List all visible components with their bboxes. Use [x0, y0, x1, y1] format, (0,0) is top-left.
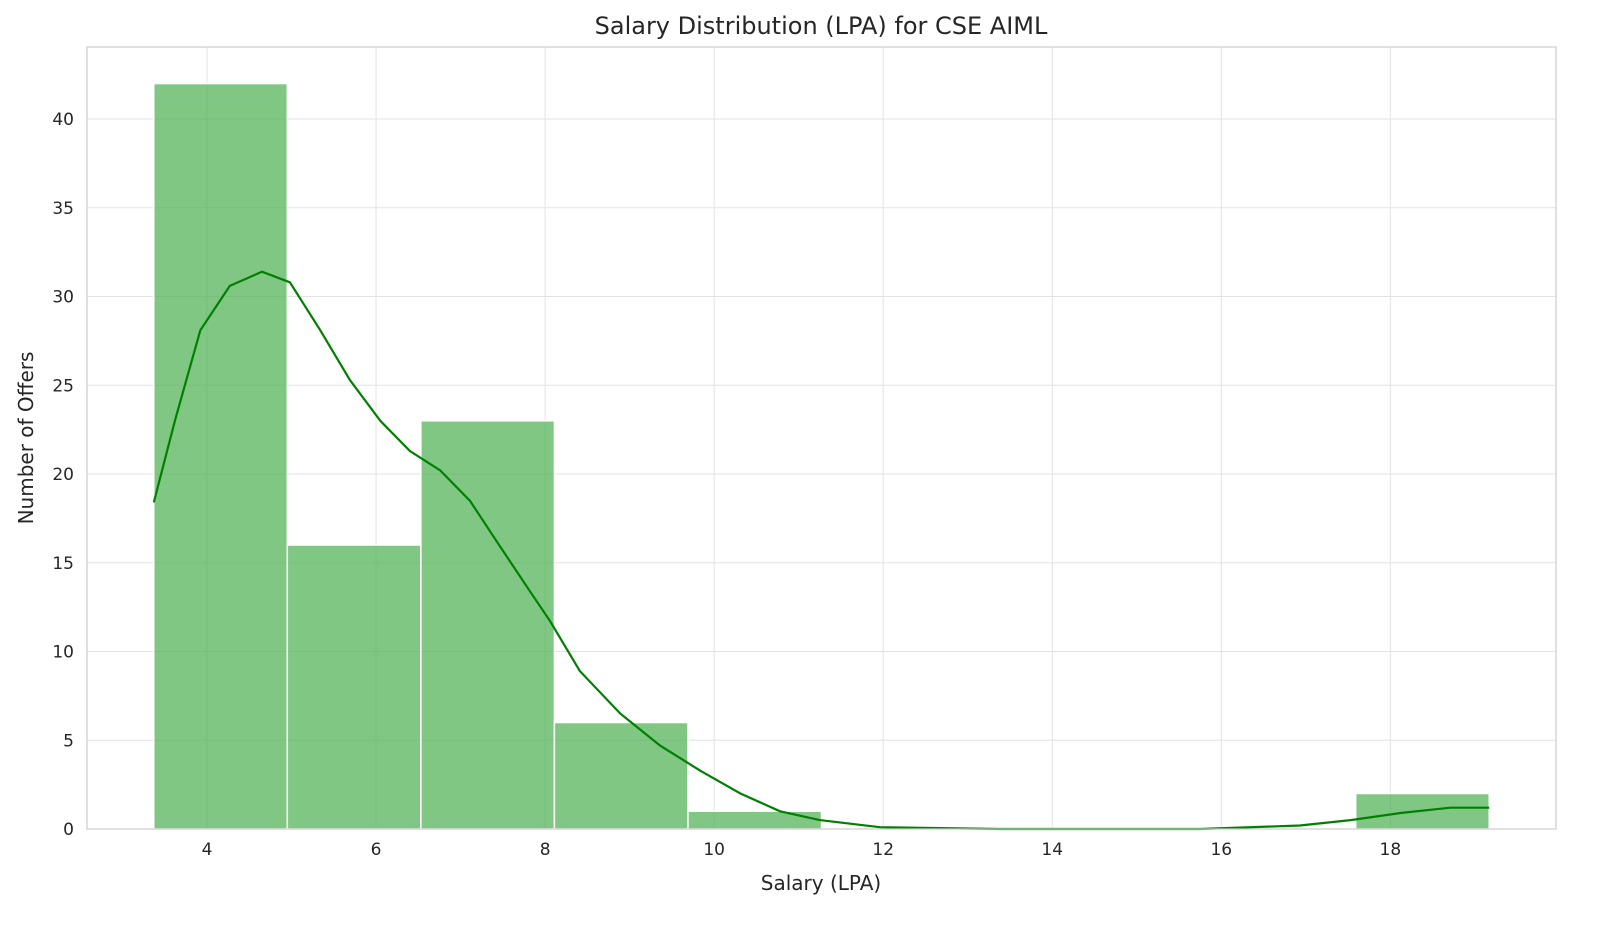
histogram-bar [153, 82, 289, 830]
histogram-bar [687, 810, 823, 830]
y-tick-label: 0 [63, 820, 74, 840]
x-tick-label: 12 [872, 840, 894, 860]
x-tick-labels: 4 6 8 10 12 14 16 18 [202, 840, 1402, 860]
histogram-bar [286, 544, 422, 830]
y-tick-label: 20 [52, 465, 74, 485]
x-tick-label: 4 [202, 840, 213, 860]
y-tick-label: 25 [52, 376, 74, 396]
chart-title: Salary Distribution (LPA) for CSE AIML [595, 12, 1048, 40]
y-tick-label: 10 [52, 643, 74, 663]
y-axis-label: Number of Offers [14, 352, 38, 525]
x-tick-label: 8 [540, 840, 551, 860]
x-tick-label: 10 [703, 840, 725, 860]
y-tick-label: 5 [63, 731, 74, 751]
y-tick-label: 35 [52, 199, 74, 219]
x-tick-label: 6 [371, 840, 382, 860]
x-tick-label: 16 [1210, 840, 1232, 860]
y-tick-label: 15 [52, 554, 74, 574]
y-tick-label: 40 [52, 110, 74, 130]
x-axis-label: Salary (LPA) [761, 871, 881, 895]
histogram-bar [420, 420, 556, 830]
histogram-bar [553, 721, 689, 830]
histogram-bars [153, 82, 1490, 830]
plot-frame [86, 46, 1557, 830]
x-tick-label: 14 [1041, 840, 1063, 860]
y-tick-label: 30 [52, 288, 74, 308]
x-tick-label: 18 [1380, 840, 1402, 860]
y-tick-labels: 0 5 10 15 20 25 30 35 40 [52, 110, 74, 840]
